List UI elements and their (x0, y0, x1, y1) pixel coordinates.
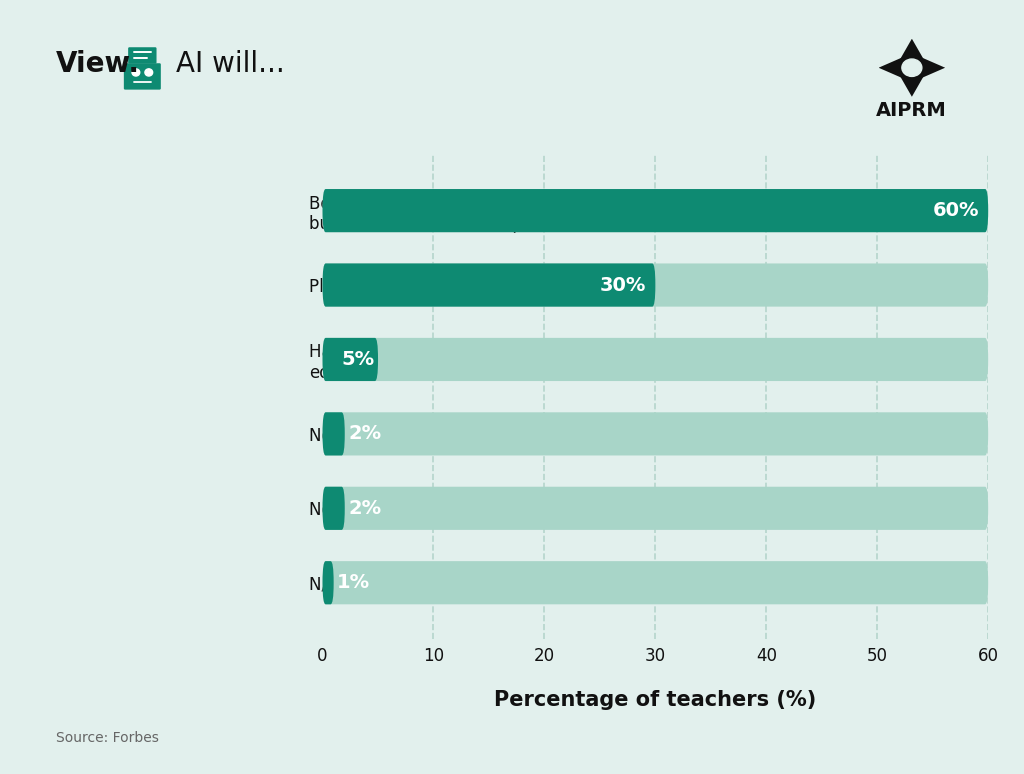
Polygon shape (899, 39, 926, 62)
Circle shape (132, 69, 139, 76)
FancyBboxPatch shape (128, 47, 157, 63)
FancyBboxPatch shape (323, 561, 334, 604)
Text: 30%: 30% (600, 276, 646, 295)
FancyBboxPatch shape (323, 189, 988, 232)
Text: 5%: 5% (342, 350, 375, 369)
Polygon shape (879, 57, 905, 80)
X-axis label: Percentage of teachers (%): Percentage of teachers (%) (495, 690, 816, 710)
FancyBboxPatch shape (323, 487, 345, 530)
FancyBboxPatch shape (323, 189, 988, 232)
Text: Source: Forbes: Source: Forbes (56, 731, 159, 745)
Text: View.: View. (56, 50, 140, 78)
Text: 60%: 60% (933, 201, 979, 220)
FancyBboxPatch shape (323, 413, 345, 455)
FancyBboxPatch shape (323, 338, 988, 381)
Text: AI will...: AI will... (176, 50, 285, 78)
Text: 2%: 2% (348, 498, 381, 518)
Circle shape (145, 69, 153, 76)
FancyBboxPatch shape (323, 561, 988, 604)
Circle shape (902, 59, 922, 77)
Text: 2%: 2% (348, 424, 381, 444)
Text: AIPRM: AIPRM (876, 101, 947, 120)
FancyBboxPatch shape (323, 413, 988, 455)
Text: 1%: 1% (337, 574, 370, 592)
Polygon shape (919, 57, 945, 80)
FancyBboxPatch shape (323, 487, 988, 530)
FancyBboxPatch shape (323, 263, 655, 307)
FancyBboxPatch shape (323, 338, 378, 381)
FancyBboxPatch shape (124, 63, 161, 90)
Polygon shape (899, 74, 926, 97)
FancyBboxPatch shape (323, 263, 988, 307)
